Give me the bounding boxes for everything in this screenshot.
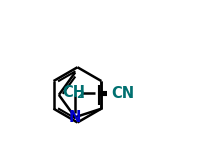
Text: 2: 2 — [76, 90, 84, 100]
Text: CH: CH — [62, 85, 84, 100]
Text: N: N — [69, 110, 81, 125]
Text: CN: CN — [111, 86, 134, 101]
